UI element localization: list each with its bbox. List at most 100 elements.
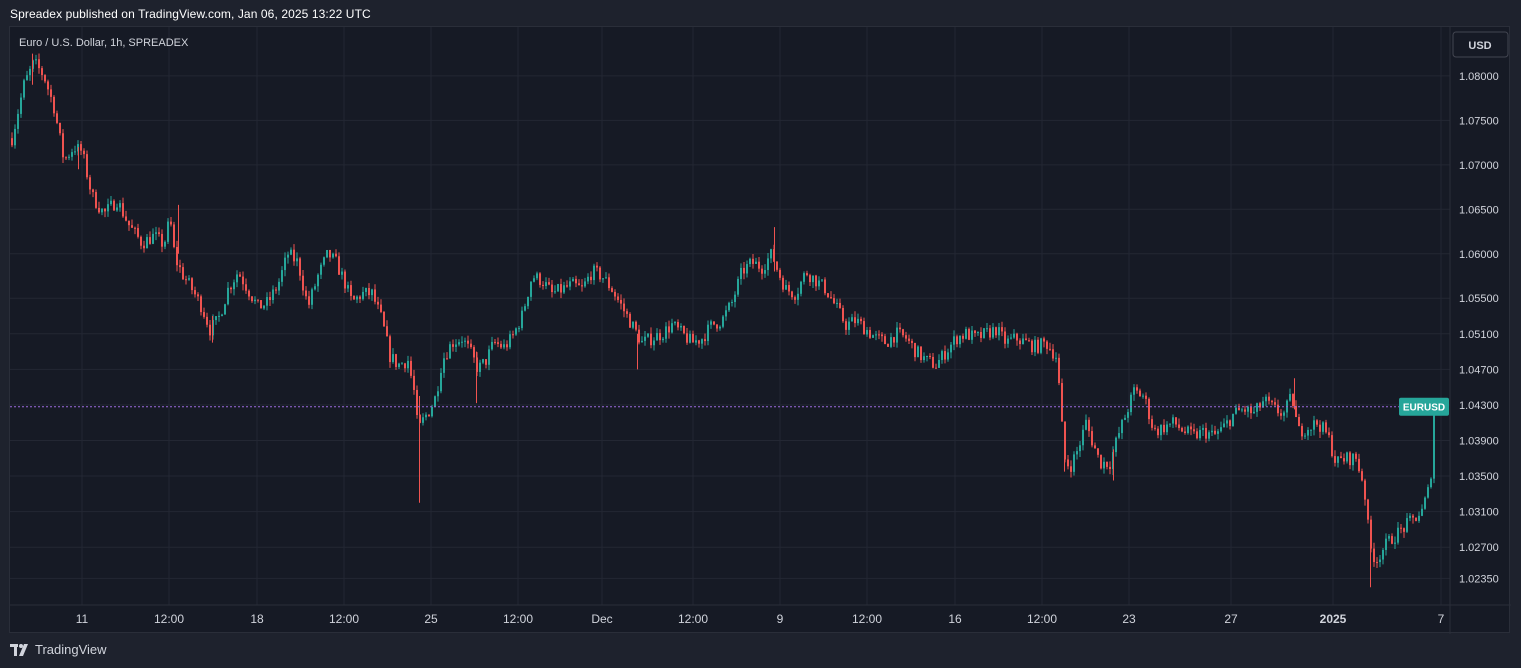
candle-body bbox=[1367, 499, 1369, 520]
candle-body bbox=[995, 327, 997, 336]
candle-body bbox=[1199, 429, 1201, 439]
candle-body bbox=[1391, 536, 1393, 544]
candle-body bbox=[1334, 456, 1336, 463]
candle-body bbox=[677, 322, 679, 328]
candle-body bbox=[935, 367, 937, 369]
candle-body bbox=[437, 391, 439, 397]
candle-body bbox=[1043, 338, 1045, 342]
candle-body bbox=[941, 351, 943, 360]
candle-body bbox=[728, 302, 730, 311]
candle-body bbox=[968, 328, 970, 340]
candle-body bbox=[680, 325, 682, 328]
candle-body bbox=[362, 291, 364, 300]
candle-body bbox=[1052, 349, 1054, 359]
candle-body bbox=[623, 303, 625, 312]
candle-body bbox=[479, 362, 481, 372]
candle-body bbox=[56, 113, 58, 123]
candle-body bbox=[128, 220, 130, 226]
candle-body bbox=[881, 334, 883, 337]
candle-body bbox=[704, 339, 706, 342]
candle-body bbox=[485, 359, 487, 365]
candle-body bbox=[503, 344, 505, 348]
candle-body bbox=[530, 281, 532, 297]
tradingview-logo-icon[interactable] bbox=[10, 643, 30, 656]
candle-body bbox=[440, 372, 442, 392]
candle-body bbox=[191, 278, 193, 291]
candle-body bbox=[1301, 426, 1303, 437]
candle-body bbox=[482, 359, 484, 363]
candle-body bbox=[1343, 458, 1345, 462]
candle-body bbox=[155, 232, 157, 234]
candle-body bbox=[1331, 435, 1333, 457]
candle-body bbox=[1289, 394, 1291, 401]
candle-body bbox=[926, 355, 928, 357]
candle-body bbox=[989, 328, 991, 338]
x-tick-label: Dec bbox=[591, 612, 612, 626]
candle-body bbox=[104, 208, 106, 212]
candle-body bbox=[1253, 411, 1255, 414]
candle-body bbox=[659, 333, 661, 341]
candle-body bbox=[380, 304, 382, 312]
candle-body bbox=[1139, 390, 1141, 397]
candle-body bbox=[1058, 357, 1060, 384]
candle-body bbox=[338, 256, 340, 275]
y-tick-label: 1.06000 bbox=[1459, 249, 1499, 261]
candle-body bbox=[1418, 515, 1420, 521]
candle-body bbox=[1136, 387, 1138, 391]
candle-body bbox=[908, 338, 910, 341]
candle-body bbox=[524, 306, 526, 311]
candle-body bbox=[572, 278, 574, 282]
candle-body bbox=[1406, 518, 1408, 532]
candle-body bbox=[86, 154, 88, 178]
candle-body bbox=[947, 352, 949, 360]
x-tick-label: 12:00 bbox=[852, 612, 882, 626]
candle-body bbox=[1007, 338, 1009, 344]
candle-body bbox=[323, 257, 325, 265]
candle-body bbox=[1247, 406, 1249, 412]
candle-body bbox=[986, 328, 988, 330]
candle-body bbox=[557, 284, 559, 292]
candle-body bbox=[293, 249, 295, 262]
candle-body bbox=[434, 396, 436, 407]
candle-body bbox=[59, 122, 61, 134]
candle-body bbox=[1274, 402, 1276, 405]
candle-body bbox=[1238, 407, 1240, 411]
candle-body bbox=[35, 59, 37, 61]
candle-body bbox=[263, 305, 265, 309]
candle-body bbox=[350, 285, 352, 296]
candle-body bbox=[884, 336, 886, 345]
candle-body bbox=[878, 334, 880, 336]
candle-body bbox=[872, 335, 874, 338]
candle-body bbox=[1001, 327, 1003, 332]
price-chart[interactable]: 1.08000 1.07500 1.07000 1.06500 1.06000 1.055… bbox=[10, 27, 1511, 634]
candle-body bbox=[698, 340, 700, 344]
candle-body bbox=[1394, 542, 1396, 544]
candle-body bbox=[473, 347, 475, 358]
candle-body bbox=[1259, 403, 1261, 408]
x-tick-label: 12:00 bbox=[1027, 612, 1057, 626]
candle-body bbox=[626, 311, 628, 314]
candle-body bbox=[413, 375, 415, 390]
candle-body bbox=[662, 338, 664, 341]
candle-body bbox=[707, 324, 709, 342]
candle-body bbox=[1358, 458, 1360, 472]
x-tick-label: 9 bbox=[777, 612, 784, 626]
candle-body bbox=[1268, 396, 1270, 401]
chart-pane[interactable]: 1.08000 1.07500 1.07000 1.06500 1.06000 1.055… bbox=[9, 26, 1511, 634]
candle-body bbox=[470, 343, 472, 348]
candle-body bbox=[893, 337, 895, 343]
candle-body bbox=[563, 285, 565, 293]
candle-body bbox=[164, 241, 166, 247]
currency-button[interactable]: USD bbox=[1452, 31, 1509, 58]
candle-body bbox=[734, 294, 736, 302]
candle-body bbox=[605, 277, 607, 279]
candle-body bbox=[137, 228, 139, 237]
candle-body bbox=[1205, 427, 1207, 439]
candle-body bbox=[1256, 403, 1258, 412]
candle-body bbox=[269, 297, 271, 301]
footer-brand[interactable]: TradingView bbox=[35, 642, 107, 657]
candle-body bbox=[518, 328, 520, 330]
candle-body bbox=[1124, 417, 1126, 420]
candle-body bbox=[731, 301, 733, 303]
candle-body bbox=[332, 253, 334, 258]
